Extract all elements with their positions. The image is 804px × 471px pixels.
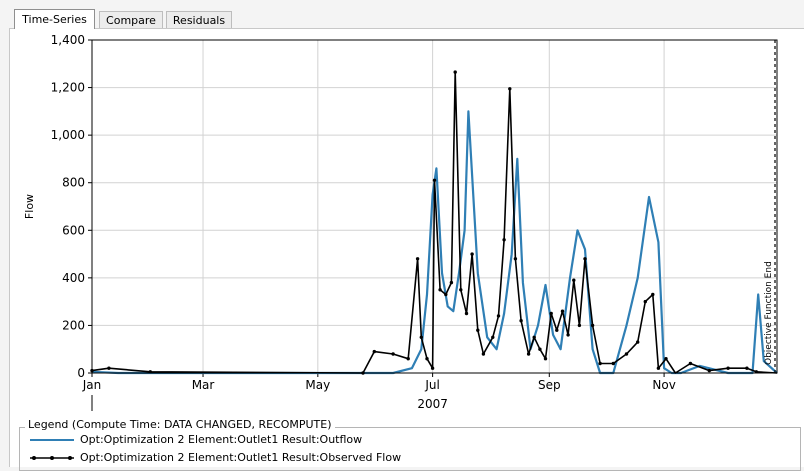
observed-flow-point: [577, 323, 582, 328]
legend-label-outflow: Opt:Optimization 2 Element:Outlet1 Resul…: [80, 433, 363, 446]
x-tick-label: Jul: [424, 378, 439, 392]
observed-flow-point: [438, 288, 442, 292]
observed-flow-point: [656, 366, 661, 370]
y-tick-label: 0: [77, 366, 85, 380]
y-tick-label: 400: [62, 271, 85, 285]
observed-flow-point: [726, 366, 730, 370]
observed-flow-point: [430, 366, 435, 370]
observed-flow-point: [543, 357, 548, 361]
observed-flow-point: [590, 323, 595, 328]
observed-flow-point: [481, 352, 486, 356]
plot-frame: [91, 39, 778, 374]
observed-flow-point: [745, 366, 749, 370]
x-tick-label: Nov: [652, 378, 675, 392]
observed-flow-point: [459, 288, 463, 292]
observed-flow-point: [688, 361, 693, 366]
observed-flow-point: [566, 333, 570, 337]
observed-flow-point: [643, 299, 647, 304]
observed-flow-point: [513, 257, 518, 261]
x-tick-label: Mar: [192, 378, 215, 392]
tab-time-series[interactable]: Time-Series: [14, 9, 95, 29]
observed-flow-point: [444, 292, 448, 297]
observed-flow-point: [611, 361, 615, 366]
y-tick-label: 1,400: [51, 33, 85, 47]
observed-flow-point: [651, 292, 655, 297]
observed-flow-point: [664, 357, 668, 361]
observed-flow-point: [107, 366, 111, 370]
observed-flow-point: [508, 87, 512, 91]
legend-label-observed-flow: Opt:Optimization 2 Element:Outlet1 Resul…: [80, 451, 402, 464]
tab-residuals[interactable]: Residuals: [166, 11, 232, 28]
x-axis-year-label: 2007: [417, 397, 448, 411]
legend-item-outflow: Opt:Optimization 2 Element:Outlet1 Resul…: [28, 433, 428, 447]
y-axis-label: Flow: [23, 194, 36, 219]
x-tick-label: May: [305, 378, 330, 392]
observed-flow-point: [419, 335, 423, 339]
observed-flow-point: [624, 352, 629, 356]
y-tick-label: 800: [62, 176, 85, 190]
observed-flow-point: [391, 352, 395, 356]
observed-flow-point: [583, 257, 587, 261]
observed-flow-point: [532, 335, 536, 339]
legend-dotted-line-icon: [30, 456, 74, 460]
observed-flow-point: [598, 361, 602, 366]
y-tick-label: 200: [62, 318, 85, 332]
observed-flow-point: [453, 70, 457, 74]
observed-flow-point: [476, 328, 480, 332]
observed-flow-point: [538, 347, 542, 351]
observed-flow-point: [406, 357, 410, 361]
observed-flow-point: [425, 357, 429, 361]
observed-flow-point: [519, 319, 523, 323]
x-tick-label: Sep: [538, 378, 561, 392]
y-tick-label: 1,200: [51, 81, 85, 95]
observed-flow-point: [372, 349, 376, 354]
observed-flow-point: [432, 178, 437, 182]
observed-flow-point: [560, 309, 565, 313]
observed-flow-point: [415, 257, 420, 261]
y-tick-label: 600: [62, 223, 85, 237]
observed-flow-point: [496, 314, 501, 318]
observed-flow-point: [464, 311, 469, 316]
legend-item-observed-flow: Opt:Optimization 2 Element:Outlet1 Resul…: [28, 451, 448, 465]
observed-flow-point: [636, 340, 640, 344]
x-tick-label: Jan: [82, 378, 102, 392]
observed-flow-point: [502, 238, 506, 242]
observed-flow-point: [526, 352, 531, 356]
observed-flow-series-line: [91, 71, 778, 374]
observed-flow-point: [491, 335, 495, 339]
observed-flow-point: [549, 311, 553, 316]
observed-flow-point: [470, 252, 474, 256]
legend-line-icon: [30, 439, 74, 441]
observed-flow-point: [707, 368, 711, 373]
observed-flow-point: [555, 328, 559, 332]
legend-title: Legend (Compute Time: DATA CHANGED, RECO…: [25, 418, 335, 431]
y-tick-label: 1,000: [51, 128, 85, 142]
objective-function-end-label: Objective Function End: [764, 261, 774, 365]
tab-compare[interactable]: Compare: [99, 11, 163, 28]
observed-flow-point: [449, 280, 454, 285]
observed-flow-point: [572, 278, 576, 282]
